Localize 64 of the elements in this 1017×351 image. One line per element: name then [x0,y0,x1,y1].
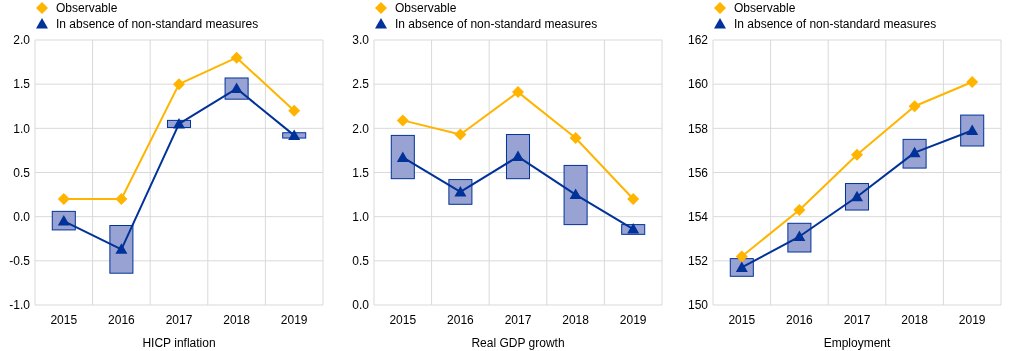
y-tick-label: 0.0 [352,298,370,313]
x-tick-label: 2015 [728,313,756,327]
x-tick-label: 2017 [843,313,871,327]
point [57,193,70,205]
y-tick-label: 156 [687,165,709,180]
y-tick-label: 0.0 [13,209,31,224]
point [966,75,979,88]
point [230,51,243,64]
x-tick-label: 2018 [901,313,929,327]
y-tick-label: 1.0 [352,209,370,224]
y-tick-label: 1.0 [13,121,31,136]
x-axis-title: Employment [823,336,892,350]
y-tick-label: 2.0 [13,33,31,48]
point [173,78,185,91]
y-tick-label: 154 [687,209,709,224]
legend-label: Observable [395,1,457,16]
point [627,193,640,205]
x-tick-label: 2017 [504,313,532,327]
y-tick-label: 2.0 [352,121,370,136]
x-tick-label: 2018 [562,313,590,327]
x-axis-title: HICP inflation [142,336,216,350]
x-tick-label: 2019 [958,313,986,327]
y-tick-label: 160 [687,77,709,92]
y-tick-label: -1.0 [9,298,31,313]
x-tick-label: 2018 [223,313,251,327]
y-tick-label: 158 [687,121,709,136]
x-tick-label: 2015 [389,313,417,327]
x-axis-title: Real GDP growth [471,336,565,350]
y-tick-label: 2.5 [352,77,370,92]
y-tick-label: 0.5 [352,254,370,269]
x-tick-label: 2019 [619,313,647,327]
x-tick-label: 2016 [447,313,475,327]
y-tick-label: 152 [687,254,709,269]
point [288,104,301,117]
y-tick-label: -0.5 [9,254,31,269]
point [627,223,640,234]
point [396,114,409,127]
y-tick-label: 162 [687,33,709,48]
x-tick-label: 2019 [280,313,308,327]
legend-label: In absence of non-standard measures [395,17,598,32]
point [288,129,301,140]
y-tick-label: 3.0 [352,33,370,48]
legend-label: Observable [56,1,118,16]
y-tick-label: 1.5 [13,77,31,92]
x-tick-label: 2016 [108,313,136,327]
point [908,100,921,113]
legend-label: In absence of non-standard measures [734,17,937,32]
x-tick-label: 2015 [50,313,78,327]
point [569,188,582,200]
point [735,250,748,263]
point [569,132,582,145]
legend-label: In absence of non-standard measures [56,17,259,32]
y-tick-label: 0.5 [13,165,31,180]
bar [563,164,588,226]
x-tick-label: 2017 [165,313,193,327]
y-tick-label: 1.5 [352,165,370,180]
legend-label: Observable [734,1,796,16]
point [793,204,806,217]
point [115,193,128,205]
point [454,128,467,141]
x-tick-label: 2016 [786,313,814,327]
y-tick-label: 150 [687,298,709,313]
point [851,148,863,161]
point [512,86,524,99]
